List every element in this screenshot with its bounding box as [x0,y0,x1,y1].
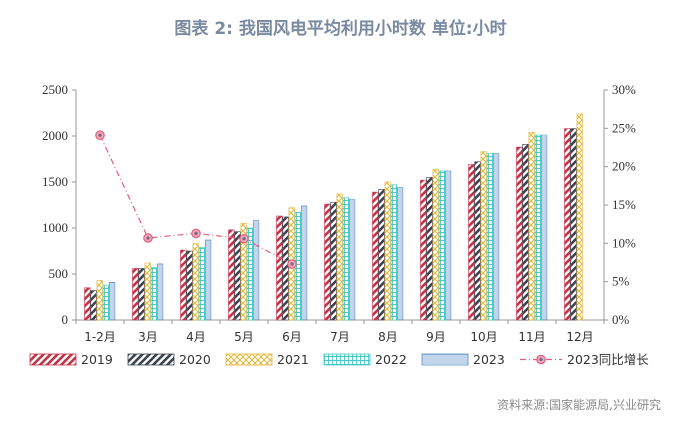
bar-2023-4月 [205,239,212,321]
bar-2022-4月 [198,247,206,321]
y-right-tick-label: 20% [612,159,636,174]
bar-2021-8月 [384,181,391,321]
x-tick-label: 10月 [470,330,497,344]
legend-label-2020: 2020 [179,352,211,367]
legend-label-yoy: 2023同比增长 [567,352,649,367]
x-tick-label: 1-2月 [84,330,116,344]
x-tick-label: 9月 [426,330,446,344]
bar-2023-5月 [253,220,260,321]
x-tick-label: 5月 [234,330,254,344]
bar-2019-6月 [276,215,283,321]
bar-2020-5月 [234,231,241,321]
bars [84,113,583,321]
legend-swatch-2019 [29,353,77,366]
x-tick-label: 4月 [186,330,206,344]
bar-2020-10月 [474,161,481,321]
bar-2019-9月 [420,179,427,321]
yoy-point-core [290,262,294,266]
bar-2021-9月 [432,168,439,321]
bar-2019-1-2月 [84,287,91,321]
bar-2020-9月 [426,177,433,321]
y-right-tick-label: 10% [612,235,636,250]
bar-2023-8月 [396,187,404,321]
bar-2020-4月 [186,250,193,321]
x-tick-label: 8月 [378,330,398,344]
bar-2021-4月 [192,243,199,321]
bar-2019-11月 [516,146,523,321]
bar-2023-10月 [492,153,500,321]
yoy-point-core [146,236,150,240]
bar-2019-10月 [468,164,475,321]
bar-2019-5月 [228,229,235,321]
yoy-point-core [242,237,246,241]
axes: 0 500 1000 1500 2000 2500 0% 5% 10% 15% 20% 25% 30% 1… [42,82,636,344]
bar-2023-11月 [540,134,548,321]
bar-2021-1-2月 [96,280,103,321]
bar-2021-5月 [240,223,247,321]
yoy-point-core [194,231,198,235]
legend-label-2023: 2023 [473,352,505,367]
y-left-tick-label: 2500 [42,82,68,97]
bar-2020-1-2月 [90,290,97,321]
legend: 2019 2020 2021 2022 2023 2023同比增长 [29,352,649,367]
legend-label-2019: 2019 [81,352,113,367]
y-right-tick-label: 25% [612,120,636,135]
bar-2023-6月 [300,205,308,321]
yoy-point-core [98,133,102,137]
bar-2022-7月 [342,197,350,321]
bar-2020-3月 [138,268,145,321]
bar-2022-10月 [486,153,494,321]
y-right-tick-label: 15% [612,197,636,212]
x-tick-label: 6月 [282,330,302,344]
legend-swatch-2021 [225,353,273,366]
y-left-tick-label: 2000 [42,128,68,143]
bar-2019-3月 [132,268,139,321]
bar-2020-8月 [378,189,385,321]
y-left-tick-label: 500 [49,266,69,281]
chart-source: 资料来源:国家能源局,兴业研究 [497,398,661,412]
bar-2022-11月 [534,134,541,321]
bar-2019-8月 [372,191,379,321]
bar-2022-9月 [438,170,446,321]
legend-swatch-2023 [421,353,469,366]
y-right-tick-label: 5% [612,274,630,289]
bar-2021-12月 [576,113,583,321]
bar-2022-5月 [246,227,254,321]
bar-2023-9月 [444,170,452,321]
legend-swatch-2020 [127,353,175,366]
bar-2023-3月 [157,263,164,321]
bar-2022-1-2月 [102,284,109,321]
bar-2022-8月 [390,184,398,321]
legend-label-2022: 2022 [375,352,407,367]
legend-swatch-2022 [323,353,371,366]
x-tick-label: 3月 [138,330,158,344]
bar-2019-12月 [564,128,571,321]
x-tick-label: 11月 [518,330,545,344]
bar-2020-11月 [522,143,529,321]
x-tick-label: 7月 [330,330,350,344]
y-left-tick-label: 1500 [42,174,68,189]
bar-2021-3月 [144,262,151,321]
bar-2020-7月 [330,201,337,321]
bar-2023-1-2月 [109,281,116,321]
y-right-tick-label: 0% [612,312,630,327]
bar-2020-12月 [570,128,577,321]
x-tick-label: 12月 [566,330,593,344]
bar-2021-7月 [336,193,343,321]
bar-2021-11月 [528,132,535,321]
chart-title: 图表 2: 我国风电平均利用小时数 单位:小时 [174,19,507,39]
bar-2019-4月 [180,249,187,321]
bar-2021-10月 [480,151,487,321]
bar-2022-3月 [150,267,158,321]
y-right-tick-label: 30% [612,82,636,97]
y-left-tick-label: 0 [62,312,69,327]
bar-2023-7月 [348,199,356,321]
legend-label-2021: 2021 [277,352,309,367]
bar-2019-7月 [324,203,331,321]
yoy-line [95,130,297,269]
y-left-tick-label: 1000 [42,220,68,235]
bar-2020-6月 [282,216,289,321]
